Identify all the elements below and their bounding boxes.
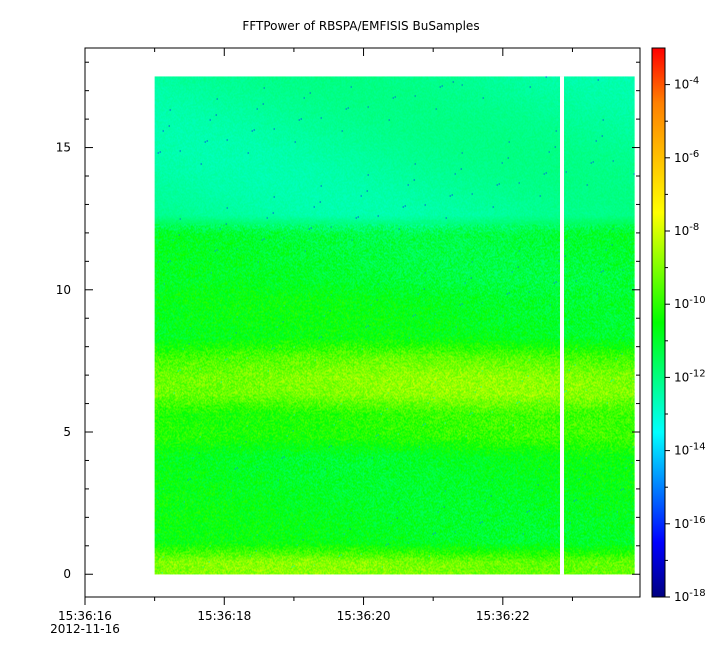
spectrogram-raster (154, 76, 635, 575)
x-tick-label: 15:36:20 (337, 609, 391, 623)
colorbar: 10-4 10-6 10-8 10-10 10-12 10-14 10-16 10-18 (651, 47, 706, 604)
y-axis: 0 5 10 15 (56, 61, 640, 581)
y-tick-label: 0 (63, 567, 71, 581)
colorbar-gradient (651, 47, 666, 598)
colorbar-tick-label: 10-10 (674, 295, 706, 311)
plot-area (84, 47, 641, 598)
colorbar-tick-label: 10-12 (674, 368, 706, 384)
colorbar-tick-label: 10-14 (674, 442, 706, 458)
x-tick-label: 15:36:16 (58, 609, 112, 623)
y-tick-label: 5 (63, 425, 71, 439)
colorbar-ticks: 10-4 10-6 10-8 10-10 10-12 10-14 10-16 10-18 (665, 76, 706, 604)
colorbar-tick-label: 10-6 (674, 149, 699, 165)
x-date-label: 2012-11-16 (50, 622, 120, 636)
plot-frame (84, 47, 641, 598)
colorbar-tick-label: 10-16 (674, 515, 706, 531)
chart-title: FFTPower of RBSPA/EMFISIS BuSamples (242, 19, 479, 33)
x-tick-label: 15:36:18 (197, 609, 251, 623)
y-tick-label: 10 (56, 283, 71, 297)
data-gaps (560, 76, 565, 575)
y-tick-label: 15 (56, 141, 71, 155)
data-gap-0 (560, 76, 565, 575)
spectrogram-image (154, 76, 635, 575)
colorbar-tick-label: 10-4 (674, 76, 699, 92)
colorbar-tick-label: 10-18 (674, 588, 706, 604)
colorbar-tick-label: 10-8 (674, 222, 699, 238)
x-tick-label: 15:36:22 (476, 609, 530, 623)
